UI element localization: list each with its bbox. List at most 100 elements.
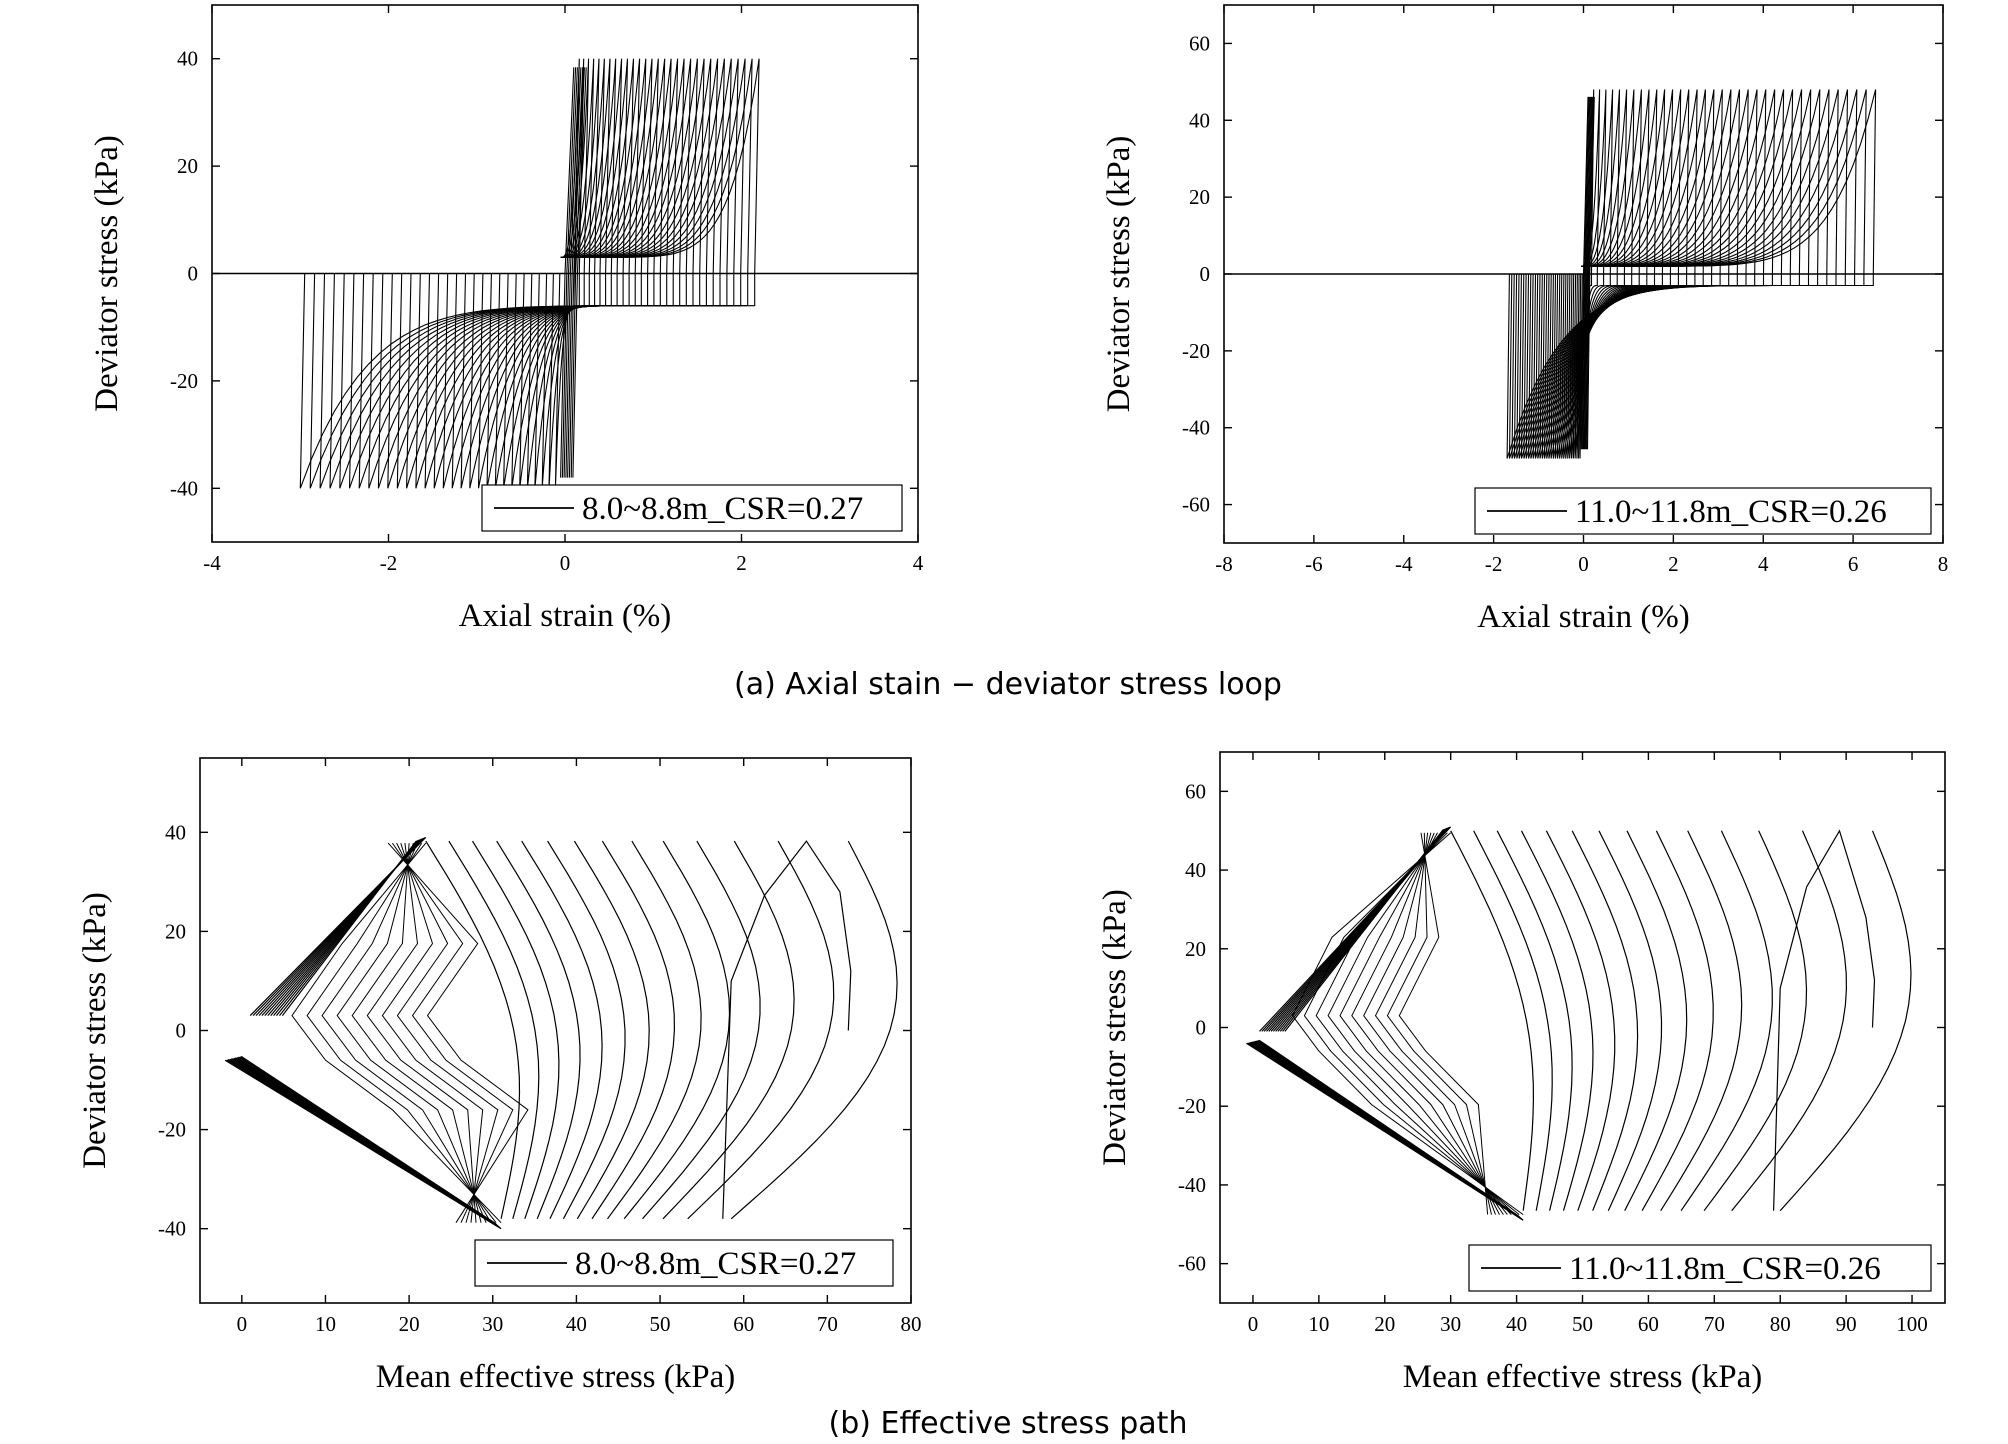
stress-path-cycle bbox=[1660, 830, 1743, 1212]
y-axis-label: Deviator stress (kPa) bbox=[1097, 889, 1133, 1166]
butterfly-loop bbox=[1303, 832, 1520, 1215]
butterfly-loop bbox=[1327, 832, 1512, 1215]
y-tick-label: 60 bbox=[1185, 779, 1206, 803]
x-tick-label: 90 bbox=[1836, 1312, 1857, 1336]
stress-path-cycle bbox=[547, 840, 626, 1220]
x-tick-label: 10 bbox=[315, 1312, 336, 1336]
butterfly-loop bbox=[1363, 832, 1500, 1215]
y-tick-label: 20 bbox=[165, 919, 186, 943]
y-tick-label: 40 bbox=[1189, 108, 1210, 132]
butterfly-loop bbox=[291, 842, 502, 1224]
x-axis-label: Axial strain (%) bbox=[1477, 599, 1690, 635]
legend-label: 8.0~8.8m_CSR=0.27 bbox=[582, 491, 863, 527]
y-tick-label: 20 bbox=[177, 154, 198, 178]
hysteresis-loop bbox=[1506, 89, 1877, 459]
hysteresis-loop bbox=[486, 58, 629, 489]
initial-cycle bbox=[567, 67, 582, 478]
initial-cycle bbox=[1585, 96, 1594, 450]
chart-stress-path-8m: 0 10 20 30 40 50 60 70 80 -40 -20 0 20 40 Mean effecti… bbox=[77, 757, 922, 1395]
x-tick-label: 20 bbox=[1374, 1312, 1395, 1336]
initial-cycle bbox=[565, 67, 580, 478]
stress-path-cycle bbox=[642, 840, 761, 1220]
hysteresis-loop bbox=[494, 58, 623, 489]
hysteresis-loop bbox=[469, 58, 641, 489]
series-paths bbox=[224, 836, 898, 1230]
x-tick-label: 100 bbox=[1896, 1312, 1928, 1336]
x-tick-label: 4 bbox=[1758, 552, 1769, 576]
y-tick-label: -60 bbox=[1182, 493, 1210, 517]
stress-path-cycle bbox=[1680, 830, 1773, 1212]
x-tick-label: 40 bbox=[566, 1312, 587, 1336]
butterfly-loop bbox=[1339, 832, 1508, 1215]
x-tick-label: 70 bbox=[817, 1312, 838, 1336]
x-tick-label: 50 bbox=[1572, 1312, 1593, 1336]
legend-label: 11.0~11.8m_CSR=0.26 bbox=[1575, 494, 1887, 530]
butterfly-loop bbox=[1386, 832, 1492, 1215]
y-tick-label: -40 bbox=[1182, 416, 1210, 440]
butterfly-loop bbox=[1351, 832, 1504, 1215]
stress-path-cycle bbox=[1450, 830, 1535, 1211]
butterfly-loop bbox=[381, 842, 484, 1223]
stress-path-cycle bbox=[496, 840, 581, 1220]
y-tick-label: -20 bbox=[158, 1118, 186, 1142]
x-tick-label: 60 bbox=[733, 1312, 754, 1336]
initial-cycle bbox=[1586, 96, 1594, 450]
y-tick-label: -20 bbox=[170, 369, 198, 393]
stress-path-cycle bbox=[448, 840, 540, 1219]
y-tick-label: -40 bbox=[158, 1217, 186, 1241]
x-tick-label: -2 bbox=[380, 551, 398, 575]
butterfly-loop bbox=[366, 843, 477, 1223]
x-tick-label: 0 bbox=[560, 551, 571, 575]
x-tick-label: 8 bbox=[1938, 552, 1949, 576]
stress-path-cycle bbox=[591, 840, 676, 1220]
y-tick-label: 0 bbox=[176, 1019, 187, 1043]
failure-line-extension bbox=[1258, 1039, 1519, 1217]
y-tick-label: 0 bbox=[1196, 1016, 1207, 1040]
hysteresis-loop bbox=[503, 58, 617, 489]
stress-path-cycle bbox=[1624, 830, 1688, 1211]
stress-path-cycle bbox=[1779, 830, 1912, 1212]
stress-path-cycle bbox=[1571, 830, 1639, 1211]
x-tick-label: 30 bbox=[482, 1312, 503, 1336]
x-tick-label: -4 bbox=[1395, 552, 1413, 576]
initial-cycle bbox=[572, 67, 587, 478]
initial-cycle bbox=[1580, 96, 1589, 450]
butterfly-loop bbox=[1374, 832, 1496, 1215]
hysteresis-loop bbox=[526, 58, 600, 489]
stress-path-cycle bbox=[607, 840, 702, 1220]
stress-path-cycle bbox=[1496, 830, 1573, 1211]
initial-loading bbox=[722, 840, 852, 1219]
stress-path-cycle bbox=[1545, 830, 1616, 1211]
initial-cycle bbox=[568, 67, 584, 478]
hysteresis-loop bbox=[477, 58, 635, 489]
x-tick-label: 2 bbox=[736, 551, 747, 575]
hysteresis-loop bbox=[541, 58, 590, 489]
hysteresis-loop bbox=[548, 58, 585, 489]
x-tick-label: 30 bbox=[1440, 1312, 1461, 1336]
x-axis-label: Axial strain (%) bbox=[459, 598, 672, 634]
stress-path-cycle bbox=[425, 840, 521, 1219]
x-axis-label: Mean effective stress (kPa) bbox=[1403, 1359, 1763, 1395]
x-tick-label: -4 bbox=[203, 551, 221, 575]
butterfly-loop bbox=[1291, 832, 1524, 1216]
x-tick-label: 4 bbox=[913, 551, 924, 575]
hysteresis-loop bbox=[534, 58, 595, 489]
stress-path-cycle bbox=[1520, 830, 1594, 1211]
initial-loading bbox=[1773, 829, 1876, 1211]
butterfly-loop bbox=[387, 842, 529, 1223]
x-tick-label: -2 bbox=[1485, 552, 1503, 576]
butterfly-loop bbox=[351, 843, 482, 1223]
y-axis-label: Deviator stress (kPa) bbox=[77, 892, 113, 1169]
x-tick-label: 40 bbox=[1506, 1312, 1527, 1336]
butterfly-loop bbox=[321, 842, 492, 1223]
stress-path-cycle bbox=[521, 840, 603, 1220]
y-axis-label: Deviator stress (kPa) bbox=[89, 135, 125, 412]
y-tick-label: 40 bbox=[165, 820, 186, 844]
x-tick-label: 0 bbox=[1248, 1312, 1259, 1336]
x-tick-label: 0 bbox=[237, 1312, 248, 1336]
stress-path-cycle bbox=[471, 840, 560, 1219]
butterfly-loop bbox=[396, 842, 499, 1223]
stress-path-cycle bbox=[623, 840, 731, 1220]
